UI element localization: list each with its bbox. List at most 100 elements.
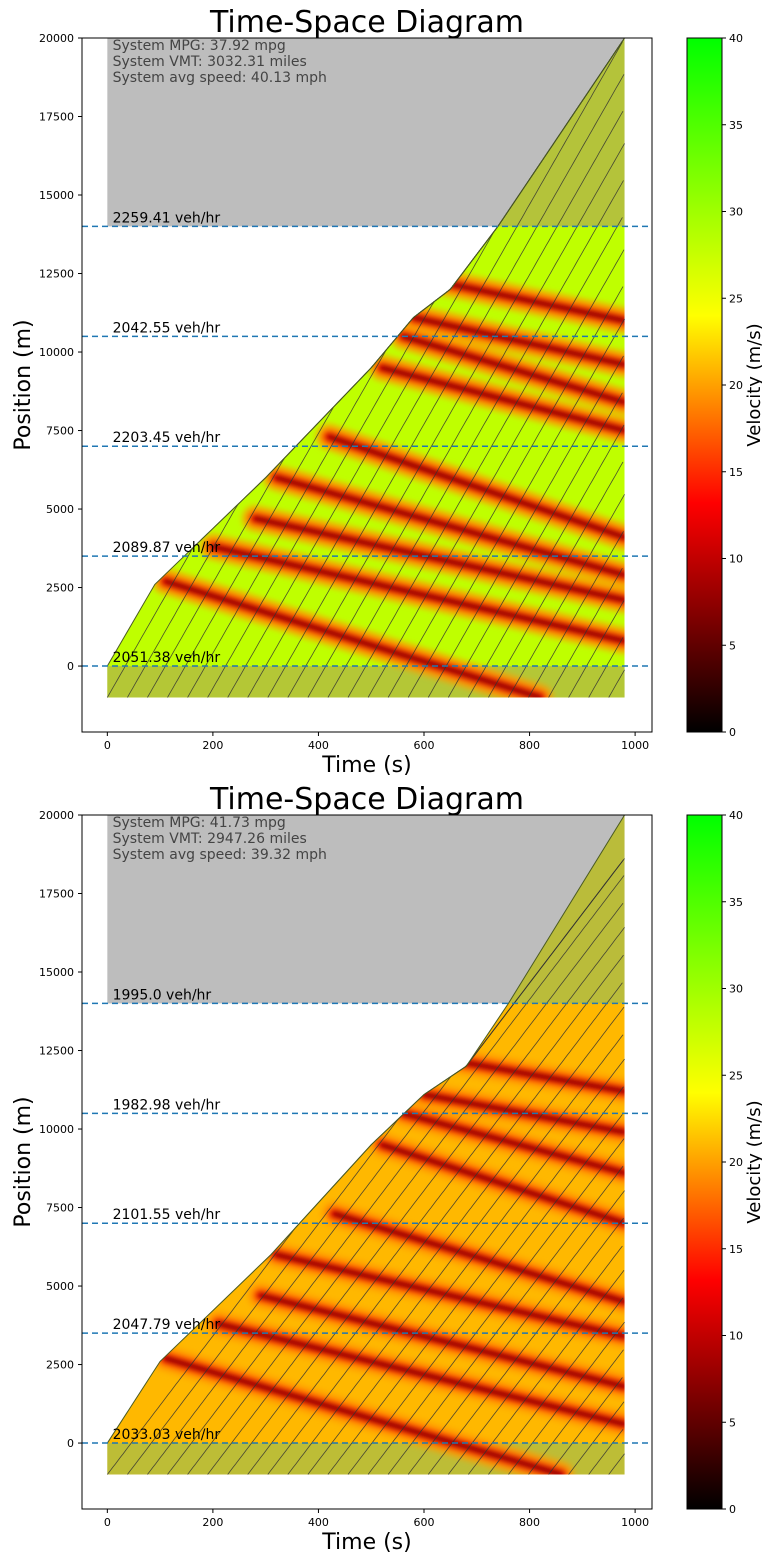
x-tick-label-600: 600: [414, 739, 435, 752]
jam-wave-core-5: [379, 365, 625, 434]
jam-wave-core-5: [379, 1142, 625, 1226]
trajectory-456: [347, 1114, 623, 1475]
x-tick-label-0: 0: [104, 739, 111, 752]
x-axis-label: Time (s): [321, 753, 411, 777]
y-tick-label-20000: 20000: [39, 809, 74, 822]
colorbar-tick-label-10: 10: [729, 553, 743, 566]
system-stat-1: System VMT: 3032.31 miles: [113, 54, 307, 70]
detector-flow-label-3: 2042.55 veh/hr: [113, 320, 221, 336]
jam-wave-core-0: [162, 1355, 564, 1475]
trajectory-684: [467, 1269, 625, 1475]
y-tick-label-2500: 2500: [46, 582, 74, 595]
colorbar: [686, 37, 723, 733]
system-stat-0: System MPG: 41.73 mpg: [113, 815, 286, 831]
detector-flow-label-2: 2203.45 veh/hr: [113, 430, 221, 446]
jam-wave-core-3: [273, 1252, 625, 1339]
trajectory-760: [508, 1321, 625, 1475]
trajectory-494: [367, 249, 625, 698]
y-tick-label-15000: 15000: [39, 966, 74, 979]
jam-wave-core-1: [210, 544, 625, 644]
chart-panel-top: 2051.38 veh/hr 2089.87 veh/hr 2203.45 veh/…: [11, 5, 762, 777]
trajectory-304: [267, 74, 625, 698]
y-tick-label-17500: 17500: [39, 111, 74, 124]
trajectory-608: [427, 355, 624, 698]
trajectory-874: [568, 1401, 625, 1475]
colorbar-tick-label-35: 35: [729, 896, 743, 909]
y-tick-label-7500: 7500: [46, 425, 74, 438]
trajectory-266: [247, 982, 623, 1475]
jam-wave-core-4: [331, 1211, 625, 1305]
trajectory-798: [528, 531, 624, 698]
jam-wave-core-7: [410, 314, 625, 368]
time-space-chart-bottom: 2033.03 veh/hr 2047.79 veh/hr 2101.55 veh/…: [11, 782, 762, 1554]
colorbar-tick-label-0: 0: [729, 1503, 736, 1516]
colorbar-tick-label-10: 10: [729, 1330, 743, 1343]
trajectory-532: [387, 1166, 624, 1475]
trajectory-912: [588, 1429, 624, 1475]
system-stat-2: System avg speed: 40.13 mph: [113, 70, 327, 86]
trajectory-152: [187, 902, 624, 1475]
trajectory-950: [608, 1453, 625, 1475]
trajectory-190: [207, 927, 625, 1475]
chart-title: Time-Space Diagram: [209, 782, 524, 817]
trajectory-418: [327, 1086, 624, 1475]
trajectory-798: [528, 1349, 624, 1475]
jam-wave-core-1: [215, 1321, 625, 1427]
x-tick-label-400: 400: [308, 1516, 329, 1529]
x-tick-label-0: 0: [104, 1516, 111, 1529]
x-tick-label-800: 800: [519, 739, 540, 752]
detector-flow-label-4: 1995.0 veh/hr: [113, 987, 212, 1003]
trajectory-342: [287, 1034, 624, 1475]
y-tick-label-7500: 7500: [46, 1202, 74, 1215]
colorbar-tick-label-40: 40: [729, 809, 743, 822]
x-tick-label-1000: 1000: [621, 1516, 649, 1529]
trajectory-304: [267, 1006, 625, 1475]
colorbar-tick-label-15: 15: [729, 466, 743, 479]
jam-wave-core-3: [273, 475, 625, 578]
trajectory-722: [488, 461, 624, 698]
trajectory-456: [347, 217, 623, 698]
y-tick-label-5000: 5000: [46, 1280, 74, 1293]
colorbar-tick-label-15: 15: [729, 1243, 743, 1256]
colorbar-tick-label-25: 25: [729, 1069, 743, 1082]
x-axis-label: Time (s): [321, 1530, 411, 1554]
trajectory-722: [488, 1297, 624, 1475]
plot-area: [106, 815, 625, 1475]
time-space-chart-top: 2051.38 veh/hr 2089.87 veh/hr 2203.45 veh/…: [11, 5, 762, 777]
x-tick-label-800: 800: [519, 1516, 540, 1529]
detector-flow-label-4: 2259.41 veh/hr: [113, 210, 221, 226]
colorbar-label: Velocity (m/s): [744, 323, 762, 446]
colorbar-tick-label-40: 40: [729, 32, 743, 45]
x-tick-label-1000: 1000: [621, 739, 649, 752]
colorbar-tick-label-30: 30: [729, 206, 743, 219]
colorbar: [686, 814, 723, 1510]
trajectory-950: [608, 669, 625, 698]
colorbar-label: Velocity (m/s): [744, 1100, 762, 1223]
colorbar-tick-label-20: 20: [729, 379, 743, 392]
detector-flow-label-0: 2051.38 veh/hr: [113, 650, 221, 666]
y-tick-label-20000: 20000: [39, 32, 74, 45]
y-tick-label-17500: 17500: [39, 888, 74, 901]
trajectory-114: [167, 875, 625, 1475]
detector-flow-label-3: 1982.98 veh/hr: [113, 1097, 221, 1113]
y-tick-label-12500: 12500: [39, 268, 74, 281]
x-tick-label-200: 200: [202, 739, 223, 752]
jam-wave-core-0: [162, 578, 543, 698]
trajectory-494: [367, 1138, 625, 1475]
jam-wave-core-8: [442, 280, 625, 324]
trajectory-76: [147, 860, 623, 1475]
trajectory-912: [588, 637, 624, 698]
jam-wave-core-2: [257, 1292, 625, 1390]
front-trajectory: [106, 815, 625, 1444]
system-stat-1: System VMT: 2947.26 miles: [113, 831, 307, 847]
y-tick-label-5000: 5000: [46, 503, 74, 516]
colorbar-tick-label-5: 5: [729, 639, 736, 652]
detector-flow-label-0: 2033.03 veh/hr: [113, 1427, 221, 1443]
trajectory-646: [447, 1245, 623, 1475]
detector-flow-label-1: 2047.79 veh/hr: [113, 1317, 221, 1333]
jam-waves: [152, 269, 625, 698]
trajectory-228: [227, 954, 624, 1475]
y-tick-label-10000: 10000: [39, 1123, 74, 1136]
y-tick-label-10000: 10000: [39, 346, 74, 359]
trajectory-836: [548, 568, 623, 698]
